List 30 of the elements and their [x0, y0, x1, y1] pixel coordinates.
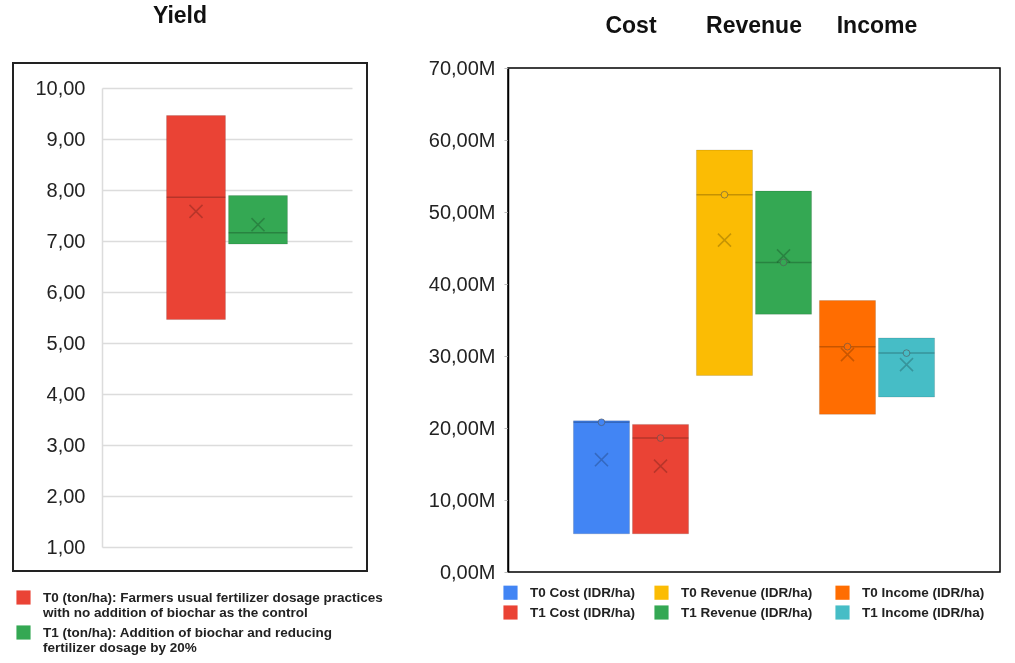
- y-tick-label: 20,00M: [428, 416, 496, 439]
- y-tick-label: 10,00M: [428, 488, 496, 511]
- legend-label: T0 Revenue (IDR/ha): [681, 584, 813, 600]
- y-tick-label: 3,00: [46, 433, 86, 456]
- y-tick-label: 4,00: [46, 382, 86, 405]
- y-tick-label: 8,00: [46, 178, 86, 201]
- y-tick-label: 2,00: [46, 484, 86, 507]
- legend-label: T1 Cost (IDR/ha): [530, 604, 636, 620]
- x-tick-label: Income: [836, 11, 918, 38]
- legend-label: T1 Revenue (IDR/ha): [681, 604, 813, 620]
- y-tick-label: 9,00: [46, 127, 86, 150]
- legend-label: T0 Cost (IDR/ha): [530, 584, 636, 600]
- y-tick-label: 1,00: [46, 535, 86, 558]
- x-tick-label: Revenue: [706, 11, 802, 38]
- y-tick-label: 10,00: [35, 76, 86, 99]
- y-tick-label: 0,00M: [439, 560, 496, 583]
- legend-label: T0 (ton/ha): Farmers usual fertilizer dosage practices with no addition of biochar as the control: [42, 589, 383, 620]
- y-tick-label: 60,00M: [428, 128, 496, 151]
- chart-title: Yield: [152, 2, 208, 28]
- y-tick-label: 6,00: [46, 280, 86, 303]
- y-tick-label: 50,00M: [428, 200, 496, 223]
- x-tick-label: Cost: [605, 11, 657, 38]
- y-tick-label: 7,00: [46, 229, 86, 252]
- y-tick-label: 30,00M: [428, 344, 496, 367]
- legend-label: T0 Income (IDR/ha): [862, 584, 985, 600]
- y-tick-label: 70,00M: [428, 56, 496, 79]
- y-tick-label: 5,00: [46, 331, 86, 354]
- y-tick-label: 40,00M: [428, 272, 496, 295]
- legend-label: T1 (ton/ha): Addition of biochar and reducing fertilizer dosage by 20%: [43, 624, 332, 655]
- legend-label: T1 Income (IDR/ha): [862, 604, 985, 620]
